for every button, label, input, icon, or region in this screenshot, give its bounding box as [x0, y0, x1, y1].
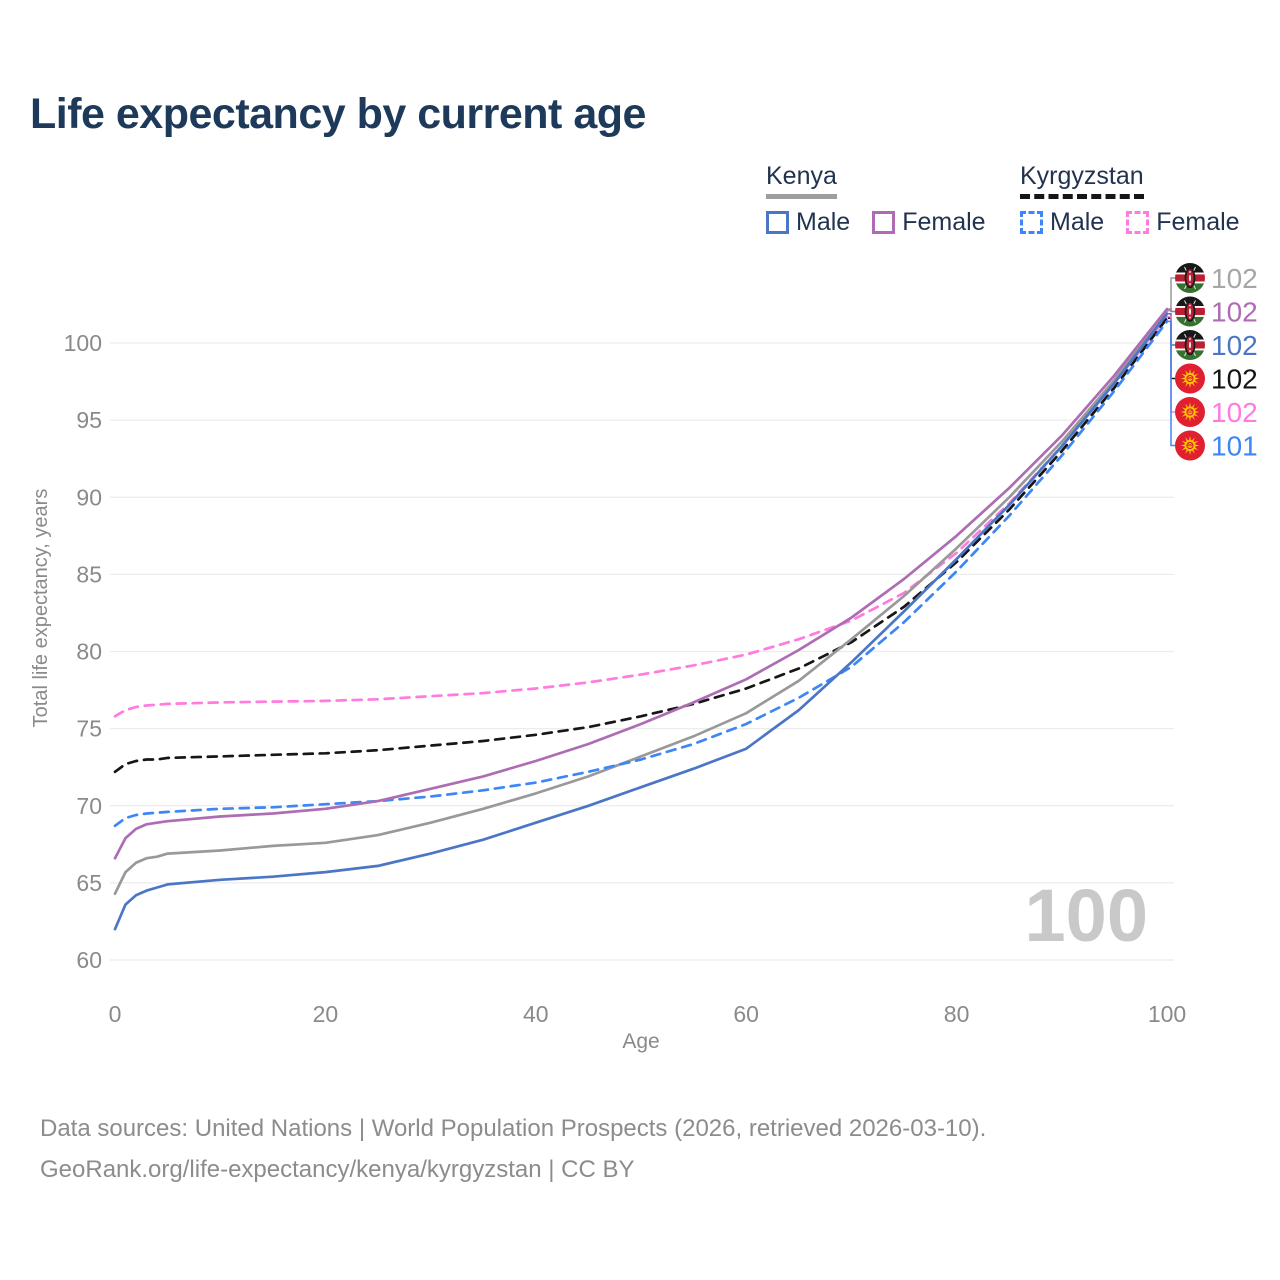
life-expectancy-line-chart: 100 60 65 70 75 80 85 90 95 100 0 20 40 60 80 100 Age Tot…: [30, 263, 1258, 1053]
legend-items-kenya: Male Female: [766, 208, 986, 237]
kenya-male-swatch[interactable]: [766, 211, 789, 234]
y-tick-label: 70: [76, 793, 102, 819]
y-tick-label: 75: [76, 716, 102, 742]
y-tick-label: 95: [76, 407, 102, 433]
end-label-connector-kyrgyzstan_male: [1168, 320, 1175, 447]
x-tick-label: 0: [109, 1001, 122, 1027]
x-tick-label: 40: [523, 1001, 549, 1027]
data-source-footer: Data sources: United Nations | World Pop…: [40, 1108, 986, 1190]
end-value-label-kyrgyzstan_total: 102: [1211, 364, 1258, 395]
chart-title: Life expectancy by current age: [30, 90, 646, 138]
y-axis-title: Total life expectancy, years: [30, 489, 52, 728]
kyrgyzstan-female-swatch[interactable]: [1126, 211, 1150, 234]
series-line-kyrgyzstan_female: [113, 315, 1169, 718]
end-label-connector-kenya_female: [1168, 308, 1175, 313]
age-watermark: 100: [1025, 874, 1148, 957]
legend-item-kyrgyzstan-male[interactable]: Male: [1020, 208, 1104, 237]
y-tick-label: 60: [76, 947, 102, 973]
data-source-line: Data sources: United Nations | World Pop…: [40, 1115, 987, 1142]
x-axis-title: Age: [622, 1030, 659, 1053]
y-tick-label: 100: [64, 330, 102, 356]
legend-item-label: Female: [902, 208, 986, 236]
legend-item-label: Male: [1050, 208, 1105, 236]
y-tick-label: 90: [76, 484, 102, 510]
x-tick-label: 20: [313, 1001, 339, 1027]
legend-item-kyrgyzstan-female[interactable]: Female: [1126, 208, 1240, 237]
kyrgyzstan-male-swatch[interactable]: [1020, 211, 1043, 234]
legend-items-kyrgyzstan: Male Female: [1020, 208, 1240, 237]
legend-item-label: Female: [1156, 208, 1240, 236]
series-line-kenya_male: [113, 312, 1169, 931]
y-tick-label: 80: [76, 639, 102, 665]
kyrgyzstan-flag-icon: [1175, 363, 1205, 394]
end-value-label-kenya_total: 102: [1211, 263, 1258, 294]
series-line-kyrgyzstan_male: [113, 320, 1169, 828]
kenya-flag-icon: [1175, 296, 1205, 327]
series-line-kenya_total: [113, 309, 1169, 896]
x-tick-label: 100: [1148, 1001, 1186, 1027]
end-value-label-kyrgyzstan_female: 102: [1211, 397, 1258, 428]
y-tick-label: 65: [76, 870, 102, 896]
end-value-label-kenya_male: 102: [1211, 330, 1258, 361]
series-line-kyrgyzstan_total: [113, 316, 1169, 774]
attribution-line: GeoRank.org/life-expectancy/kenya/kyrgyz…: [40, 1156, 635, 1183]
legend-item-kenya-female[interactable]: Female: [872, 208, 986, 237]
kyrgyzstan-flag-icon: [1175, 397, 1205, 427]
x-tick-label: 60: [733, 1001, 759, 1027]
legend-header-kyrgyzstan: Kyrgyzstan: [1020, 162, 1144, 199]
legend-item-kenya-male[interactable]: Male: [766, 208, 850, 237]
end-label-connector-kenya_total: [1168, 277, 1175, 312]
end-value-label-kenya_female: 102: [1211, 297, 1258, 328]
x-tick-label: 80: [944, 1001, 970, 1027]
kenya-flag-icon: [1175, 330, 1205, 360]
legend-group-kyrgyzstan: Kyrgyzstan Male Female: [1020, 162, 1240, 237]
legend-group-kenya: Kenya Male Female: [766, 162, 986, 237]
kyrgyzstan-flag-icon: [1175, 430, 1205, 461]
y-tick-label: 85: [76, 561, 102, 587]
legend-item-label: Male: [796, 208, 851, 236]
kenya-flag-icon: [1175, 263, 1205, 293]
kenya-female-swatch[interactable]: [872, 211, 896, 234]
end-value-label-kyrgyzstan_male: 101: [1211, 431, 1258, 462]
legend-header-kenya: Kenya: [766, 162, 837, 199]
series-line-kenya_female: [113, 307, 1169, 860]
